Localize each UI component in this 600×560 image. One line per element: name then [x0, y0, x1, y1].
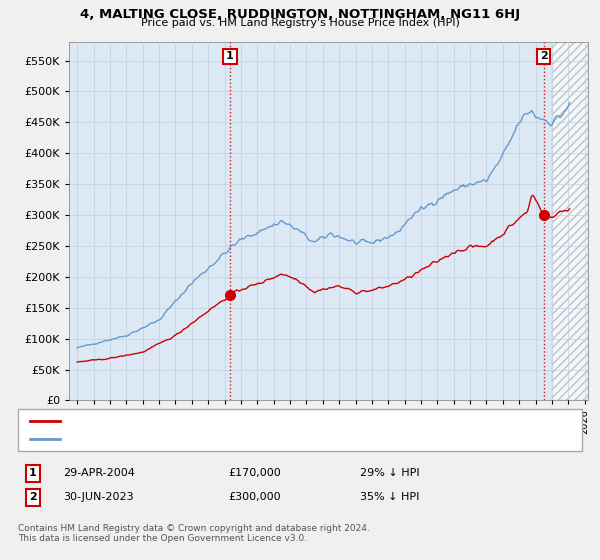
Text: £170,000: £170,000	[228, 468, 281, 478]
Text: 4, MALTING CLOSE, RUDDINGTON, NOTTINGHAM, NG11 6HJ (detached house): 4, MALTING CLOSE, RUDDINGTON, NOTTINGHAM…	[72, 416, 475, 426]
Text: 2: 2	[540, 52, 548, 62]
Text: Contains HM Land Registry data © Crown copyright and database right 2024.
This d: Contains HM Land Registry data © Crown c…	[18, 524, 370, 543]
Text: 1: 1	[29, 468, 37, 478]
Text: 29-APR-2004: 29-APR-2004	[63, 468, 135, 478]
Text: 1: 1	[226, 52, 234, 62]
Text: Price paid vs. HM Land Registry's House Price Index (HPI): Price paid vs. HM Land Registry's House …	[140, 18, 460, 29]
Text: 2: 2	[29, 492, 37, 502]
Text: 35% ↓ HPI: 35% ↓ HPI	[360, 492, 419, 502]
Text: 29% ↓ HPI: 29% ↓ HPI	[360, 468, 419, 478]
Text: £300,000: £300,000	[228, 492, 281, 502]
Text: 30-JUN-2023: 30-JUN-2023	[63, 492, 134, 502]
Text: 4, MALTING CLOSE, RUDDINGTON, NOTTINGHAM, NG11 6HJ: 4, MALTING CLOSE, RUDDINGTON, NOTTINGHAM…	[80, 8, 520, 21]
Text: HPI: Average price, detached house, Rushcliffe: HPI: Average price, detached house, Rush…	[72, 434, 316, 444]
